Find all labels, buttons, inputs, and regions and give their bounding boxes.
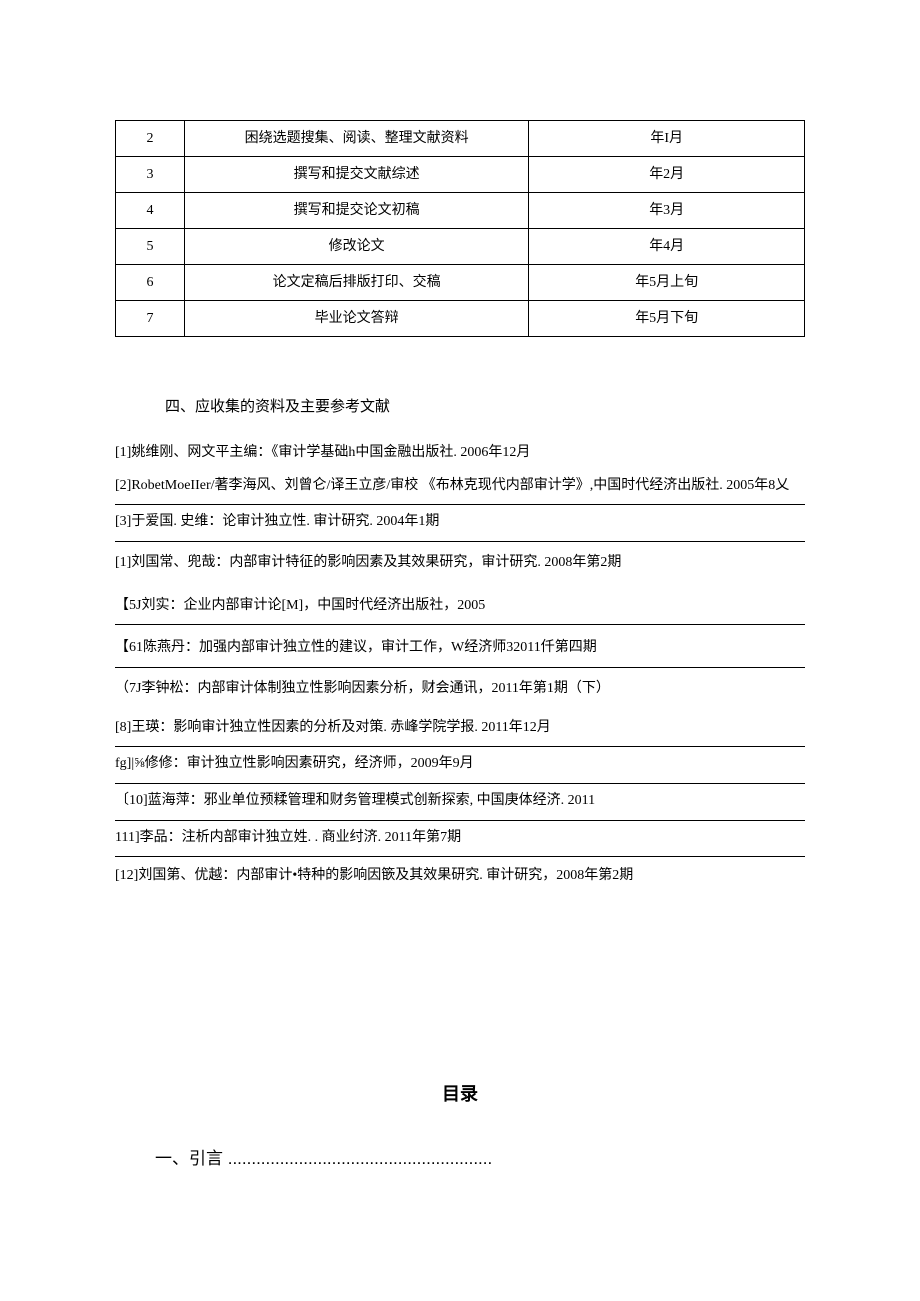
row-time: 年2月 bbox=[529, 157, 805, 193]
reference-item: [2]RobetMoeIIer/著李海风、刘曾仑/译王立彦/审校 《布林克现代内… bbox=[115, 469, 805, 506]
reference-item: 【61陈燕丹：加强内部审计独立性的建议，审计工作，W经济师32011仟第四期 bbox=[115, 631, 805, 668]
row-task: 撰写和提交论文初稿 bbox=[184, 193, 529, 229]
row-number: 4 bbox=[116, 193, 185, 229]
row-number: 6 bbox=[116, 265, 185, 301]
table-row: 4 撰写和提交论文初稿 年3月 bbox=[116, 193, 805, 229]
reference-item: 〔10]蓝海萍：邪业单位预糅管理和财务管理模式创新探索, 中国庚体经济. 201… bbox=[115, 784, 805, 821]
row-number: 7 bbox=[116, 301, 185, 337]
toc-entry-label: 一、引言 bbox=[155, 1149, 223, 1168]
row-time: 年4月 bbox=[529, 229, 805, 265]
reference-item: 111]李品：注析内部审计独立姓. . 商业纣济. 2011年第7期 bbox=[115, 821, 805, 858]
row-number: 5 bbox=[116, 229, 185, 265]
reference-item: 【5J刘实：企业内部审计论[M]，中国时代经济出版社，2005 bbox=[115, 589, 805, 626]
row-number: 2 bbox=[116, 121, 185, 157]
table-row: 5 修改论文 年4月 bbox=[116, 229, 805, 265]
references-list: [1]姚维刚、网文平主编：《审计学基础h中国金融出版社. 2006年12月 [2… bbox=[115, 438, 805, 892]
table-row: 7 毕业论文答辩 年5月下旬 bbox=[116, 301, 805, 337]
spacer bbox=[115, 892, 805, 1082]
row-task: 毕业论文答辩 bbox=[184, 301, 529, 337]
toc-entry: 一、引言 ...................................… bbox=[155, 1147, 805, 1171]
schedule-table: 2 困绕选题搜集、阅读、整理文献资料 年I月 3 撰写和提交文献综述 年2月 4… bbox=[115, 120, 805, 337]
reference-item: [1]刘国常、兜哉：内部审计特征的影响因素及其效果研究，审计研究. 2008年第… bbox=[115, 548, 805, 579]
toc-title: 目录 bbox=[115, 1082, 805, 1107]
reference-item: [8]王瑛：影响审计独立性因素的分析及对策. 赤峰学院学报. 2011年12月 bbox=[115, 711, 805, 748]
row-time: 年5月上旬 bbox=[529, 265, 805, 301]
row-time: 年5月下旬 bbox=[529, 301, 805, 337]
row-task: 修改论文 bbox=[184, 229, 529, 265]
toc-entry-dots: ........................................… bbox=[228, 1149, 493, 1168]
row-task: 论文定稿后排版打印、交稿 bbox=[184, 265, 529, 301]
reference-item: （7J李钟松：内部审计体制独立性影响因素分析，财会通讯，2011年第1期（下） bbox=[115, 674, 805, 705]
row-task: 困绕选题搜集、阅读、整理文献资料 bbox=[184, 121, 529, 157]
row-time: 年I月 bbox=[529, 121, 805, 157]
row-number: 3 bbox=[116, 157, 185, 193]
reference-item: [1]姚维刚、网文平主编：《审计学基础h中国金融出版社. 2006年12月 bbox=[115, 438, 805, 469]
table-row: 3 撰写和提交文献综述 年2月 bbox=[116, 157, 805, 193]
section-4-heading: 四、应收集的资料及主要参考文献 bbox=[165, 397, 805, 418]
table-row: 2 困绕选题搜集、阅读、整理文献资料 年I月 bbox=[116, 121, 805, 157]
reference-item: fg]|⅝修修：审计独立性影响因素研究，经济师，2009年9月 bbox=[115, 747, 805, 784]
reference-item: [3]于爱国. 史维：论审计独立性. 审计研究. 2004年1期 bbox=[115, 505, 805, 542]
table-row: 6 论文定稿后排版打印、交稿 年5月上旬 bbox=[116, 265, 805, 301]
row-time: 年3月 bbox=[529, 193, 805, 229]
reference-item: [12]刘国第、优越：内部审计•特种的影响因篏及其效果研究. 审计研究，2008… bbox=[115, 861, 805, 892]
row-task: 撰写和提交文献综述 bbox=[184, 157, 529, 193]
